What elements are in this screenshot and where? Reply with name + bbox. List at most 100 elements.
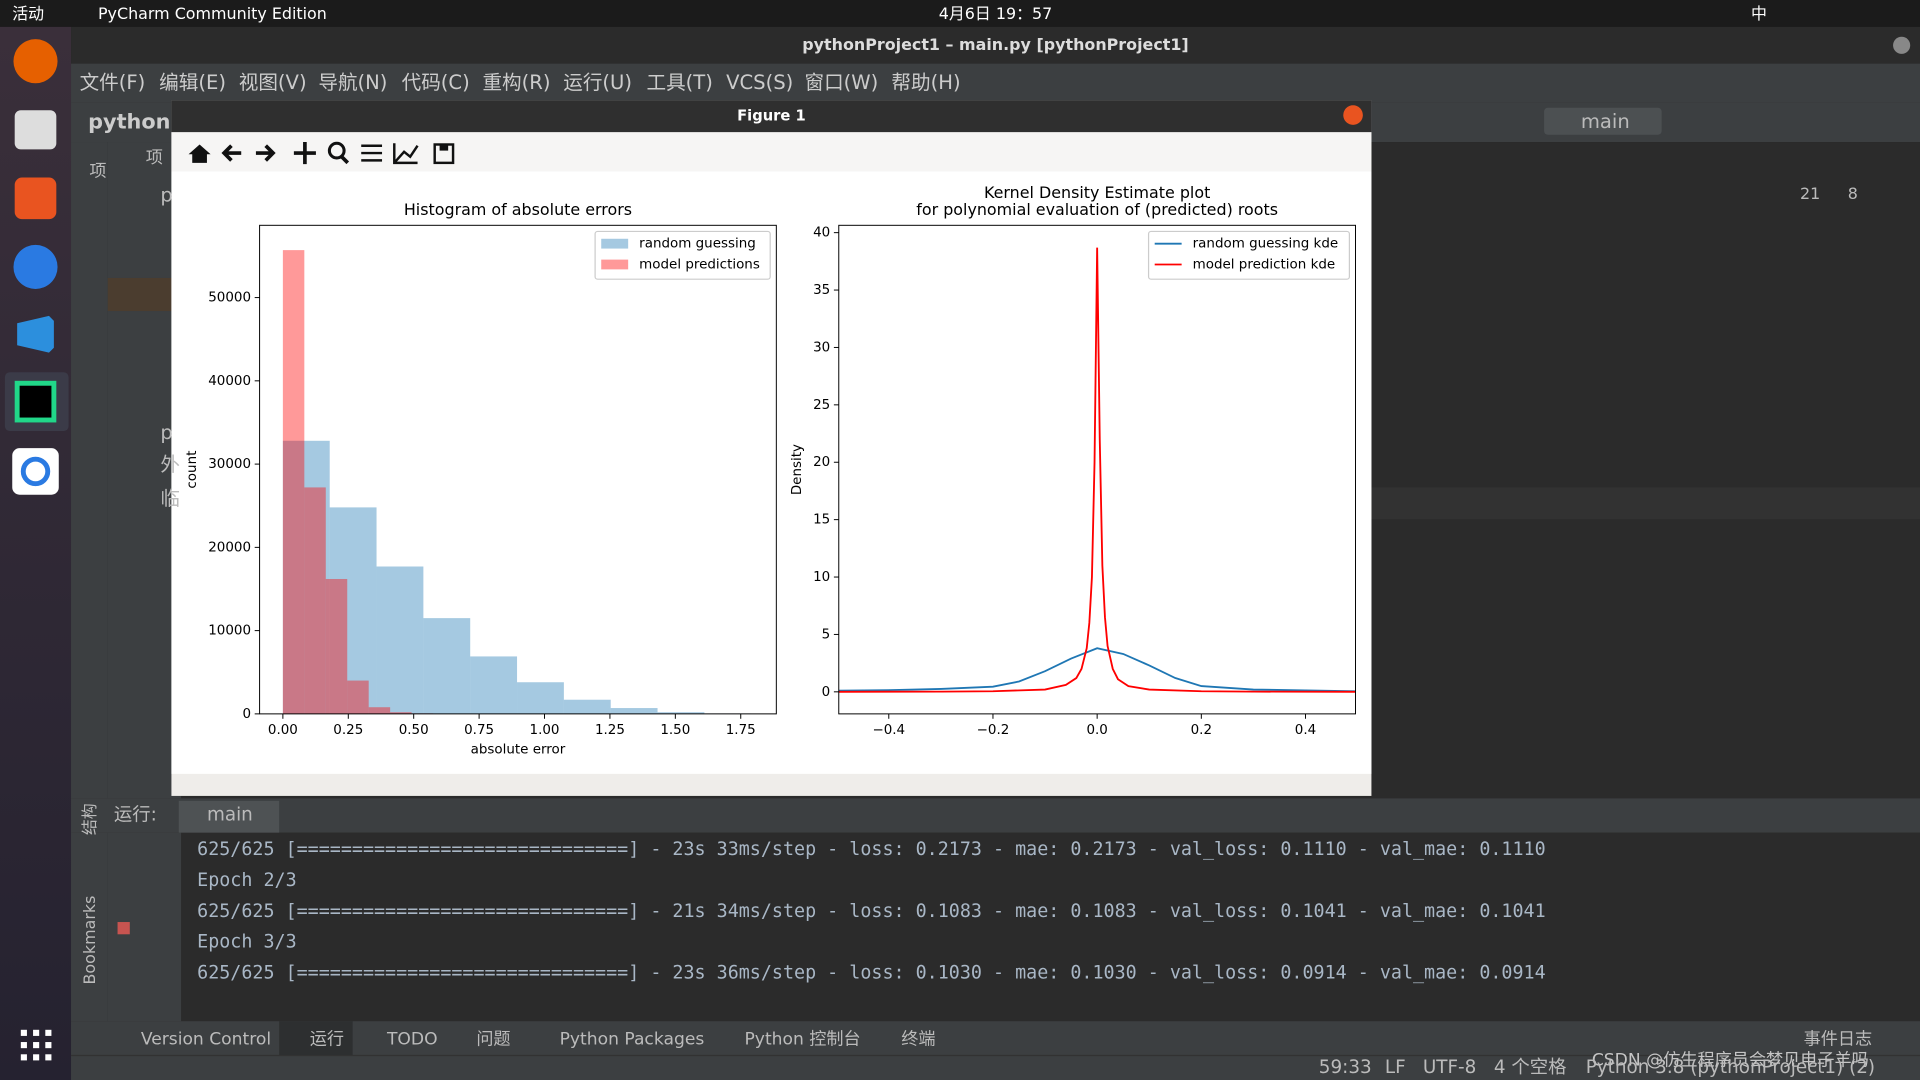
tool-tab[interactable]: 终端 — [901, 1030, 935, 1050]
menu-item[interactable]: VCS(S) — [726, 71, 793, 94]
hist-bar — [657, 712, 705, 714]
kde-line — [838, 247, 1356, 693]
app-grid[interactable] — [20, 1029, 52, 1061]
y-tick-label: 40 — [813, 226, 830, 241]
stop-button[interactable] — [117, 922, 130, 935]
y-tick-label: 25 — [813, 398, 830, 413]
console — [181, 832, 1920, 1022]
console-line: Epoch 3/3 — [197, 932, 296, 953]
help-icon[interactable] — [13, 244, 58, 289]
charts: Histogram of absolute errors absolute err… — [185, 183, 1356, 757]
caret-row — [1371, 487, 1920, 520]
x-tick-label: 0.0 — [1086, 723, 1107, 738]
bookmarks-tab[interactable]: Bookmarks — [80, 896, 99, 985]
tree-item[interactable]: 临 — [160, 487, 180, 510]
software-icon[interactable] — [14, 177, 57, 220]
x-axis-label: absolute error — [471, 742, 566, 757]
tool-tab[interactable]: 运行 — [310, 1030, 344, 1050]
hist-bar — [390, 712, 412, 714]
status-item[interactable]: 4 个空格 — [1494, 1057, 1567, 1078]
vscode-icon[interactable] — [17, 315, 54, 353]
console-line: 625/625 [==============================]… — [197, 963, 1546, 984]
chart-title: for polynomial evaluation of (predicted)… — [916, 200, 1278, 219]
run-config[interactable]: main — [1581, 110, 1630, 133]
project-header[interactable]: 项 — [146, 148, 163, 168]
warning-count[interactable]: 21 — [1800, 184, 1820, 203]
y-tick-label: 30000 — [208, 457, 251, 472]
project-name[interactable]: pythonP — [88, 109, 186, 133]
y-axis-label: Density — [790, 444, 805, 495]
menu-item[interactable]: 重构(R) — [482, 71, 550, 94]
status-bar — [71, 1055, 1920, 1080]
x-tick-label: −0.2 — [977, 723, 1010, 738]
menu-item[interactable]: 导航(N) — [318, 71, 387, 94]
hist-bar — [563, 699, 611, 714]
watermark: CSDN @仿生程序员会梦见电子羊吗 — [1592, 1050, 1869, 1070]
y-tick-label: 35 — [813, 283, 830, 298]
menu-item[interactable]: 编辑(E) — [159, 71, 226, 94]
menu-item[interactable]: 视图(V) — [239, 71, 307, 94]
figure-title-bar — [171, 100, 1372, 133]
menu-item[interactable]: 帮助(H) — [891, 71, 960, 94]
hist-bar — [347, 680, 369, 714]
x-tick-label: −0.4 — [872, 723, 905, 738]
tool-tab[interactable]: 问题 — [476, 1030, 510, 1050]
kde-line — [838, 647, 1356, 693]
baidu-icon[interactable] — [12, 448, 59, 495]
project-tab[interactable]: 项 — [89, 161, 106, 181]
menu-item[interactable]: 代码(C) — [402, 71, 470, 94]
tree-selection — [107, 277, 182, 312]
status-item[interactable]: LF — [1385, 1057, 1406, 1078]
axes-frame — [259, 224, 777, 715]
figure-title: Figure 1 — [737, 107, 806, 124]
y-tick-label: 0 — [822, 685, 831, 700]
tree-item[interactable]: p — [160, 421, 172, 444]
menu-item[interactable]: 文件(F) — [80, 71, 146, 94]
tool-tab[interactable]: Python 控制台 — [744, 1030, 860, 1050]
tree-item[interactable]: p — [160, 183, 172, 206]
menu-item[interactable]: 运行(U) — [563, 71, 632, 94]
figure-tools[interactable] — [188, 141, 455, 165]
y-axis-label: count — [185, 451, 200, 489]
console-line: 625/625 [==============================]… — [197, 839, 1546, 860]
clock[interactable]: 4月6日 19：57 — [939, 4, 1053, 23]
input-method[interactable]: 中 — [1751, 4, 1767, 23]
activities[interactable]: 活动 — [12, 4, 44, 23]
hist-bar — [325, 578, 348, 714]
tool-tab[interactable]: TODO — [386, 1030, 438, 1050]
tool-tab[interactable]: Python Packages — [560, 1030, 705, 1050]
firefox-icon[interactable] — [13, 39, 58, 84]
hist-bar — [368, 707, 391, 714]
event-log[interactable]: 事件日志 — [1804, 1030, 1873, 1050]
figure-close[interactable] — [1343, 105, 1363, 125]
app-menu[interactable]: PyCharm Community Edition — [98, 4, 327, 23]
hist-bar — [282, 250, 305, 714]
run-tab[interactable]: main — [207, 805, 253, 826]
y-tick-label: 5 — [822, 627, 831, 642]
ok-count[interactable]: 8 — [1848, 184, 1858, 203]
x-tick-label: 1.50 — [660, 723, 690, 738]
status-item[interactable]: Python 3.8 (pythonProject1) (2) — [1586, 1057, 1875, 1078]
y-tick-label: 10 — [813, 570, 830, 585]
legend-label: model prediction kde — [1193, 257, 1336, 272]
pycharm-icon-inner — [19, 385, 52, 418]
run-config-box[interactable] — [1544, 107, 1662, 135]
run-tab-bg — [178, 800, 280, 833]
y-tick-label: 20 — [813, 455, 830, 470]
y-tick-label: 30 — [813, 340, 830, 355]
y-tick-label: 20000 — [208, 540, 251, 555]
hist-bar — [282, 440, 330, 714]
tool-tab[interactable]: Version Control — [141, 1030, 271, 1050]
status-item[interactable]: UTF-8 — [1423, 1057, 1477, 1078]
run-header — [71, 798, 1920, 833]
left-stripe — [71, 142, 108, 799]
status-item[interactable]: 59:33 — [1319, 1057, 1372, 1078]
files-icon[interactable] — [14, 110, 57, 150]
y-tick-label: 40000 — [208, 374, 251, 389]
menu-item[interactable]: 工具(T) — [647, 71, 713, 94]
menu-item[interactable]: 窗口(W) — [804, 71, 878, 94]
tree-item[interactable]: 外 — [160, 453, 180, 476]
close-button[interactable] — [1893, 36, 1911, 54]
y-tick-label: 50000 — [208, 291, 251, 306]
structure-tab[interactable]: 结构 — [80, 803, 99, 835]
